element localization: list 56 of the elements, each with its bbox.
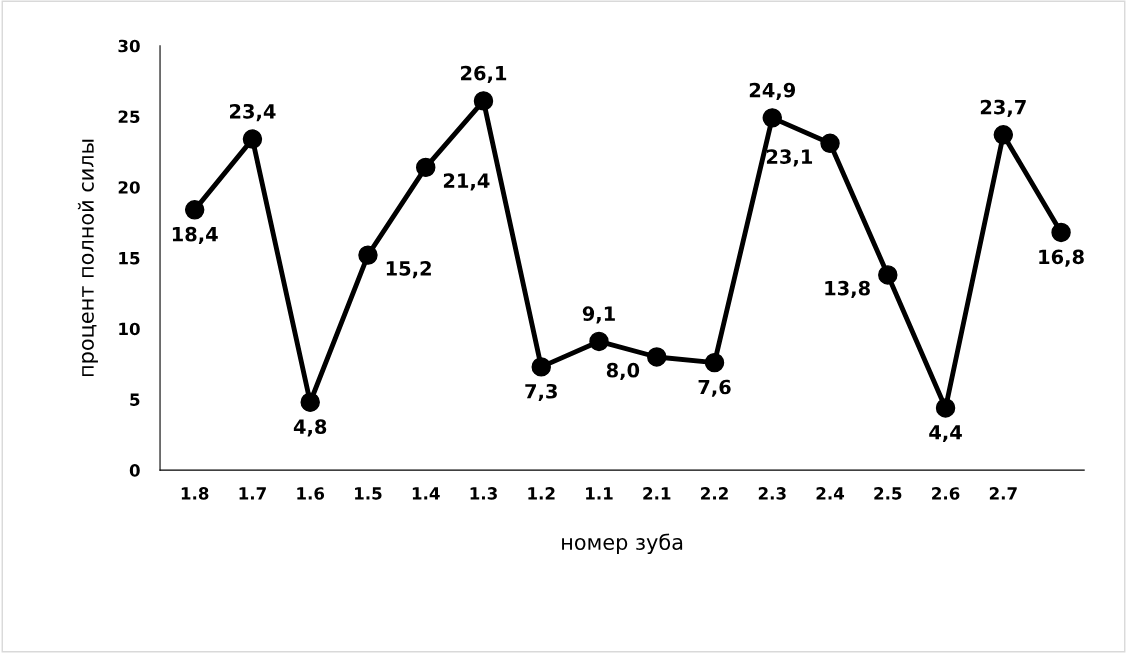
y-tick-label: 25 bbox=[118, 110, 140, 124]
x-tick-label: 2.2 bbox=[701, 487, 728, 500]
data-label: 21,4 bbox=[443, 173, 490, 191]
x-tick-label: 2.6 bbox=[932, 487, 960, 500]
point bbox=[1051, 222, 1071, 243]
x-tick-label: 2.1 bbox=[643, 487, 671, 500]
data-label: 23,7 bbox=[980, 99, 1026, 117]
x-tick-label: 1.5 bbox=[355, 487, 382, 500]
data-label: 4,4 bbox=[929, 425, 962, 443]
point bbox=[935, 398, 956, 418]
y-tick-label: 10 bbox=[119, 322, 140, 336]
point bbox=[184, 200, 205, 220]
point bbox=[416, 157, 436, 178]
point bbox=[473, 91, 494, 111]
x-tick-label: 1.7 bbox=[239, 487, 266, 500]
x-tick-label: 1.1 bbox=[586, 487, 613, 500]
point bbox=[993, 125, 1014, 145]
x-tick-label: 2.4 bbox=[816, 487, 845, 500]
point bbox=[358, 245, 378, 265]
x-tick-label: 1.4 bbox=[412, 487, 440, 500]
data-label: 26,1 bbox=[461, 65, 507, 83]
point bbox=[589, 331, 609, 352]
point bbox=[878, 265, 898, 285]
point bbox=[300, 392, 320, 412]
data-label: 13,8 bbox=[825, 280, 870, 299]
data-label: 4,8 bbox=[293, 419, 327, 437]
point bbox=[820, 133, 840, 154]
y-tick-label: 0 bbox=[129, 464, 140, 477]
x-axis-title: номер зуба bbox=[562, 533, 683, 555]
point bbox=[531, 357, 551, 377]
data-label: 24,9 bbox=[749, 82, 796, 100]
y-tick-label: 5 bbox=[130, 393, 140, 406]
data-label: 9,1 bbox=[582, 306, 615, 324]
data-label: 18,4 bbox=[172, 226, 218, 245]
x-tick-label: 2.5 bbox=[874, 487, 902, 500]
y-axis-title: процент полной силы bbox=[77, 139, 98, 377]
point bbox=[704, 352, 725, 373]
point bbox=[647, 347, 667, 367]
x-tick-label: 2.3 bbox=[758, 487, 786, 500]
y-tick-label: 30 bbox=[118, 39, 140, 53]
x-tick-label: 1.8 bbox=[181, 487, 209, 500]
data-label: 15,2 bbox=[386, 261, 431, 279]
x-tick-label: 1.3 bbox=[470, 487, 497, 500]
point bbox=[242, 129, 263, 149]
data-label: 7,3 bbox=[525, 383, 557, 402]
x-tick-label: 1.6 bbox=[297, 487, 325, 500]
data-label: 23,1 bbox=[766, 149, 813, 167]
point bbox=[762, 108, 782, 128]
data-label: 16,8 bbox=[1039, 249, 1084, 267]
data-label: 7,6 bbox=[698, 379, 731, 397]
data-label: 8,0 bbox=[606, 362, 640, 381]
x-tick-label: 2.7 bbox=[989, 487, 1017, 500]
x-tick-label: 1.2 bbox=[528, 487, 555, 500]
y-tick-label: 20 bbox=[118, 181, 140, 194]
data-label: 23,4 bbox=[230, 103, 276, 122]
y-tick-label: 15 bbox=[119, 252, 140, 265]
